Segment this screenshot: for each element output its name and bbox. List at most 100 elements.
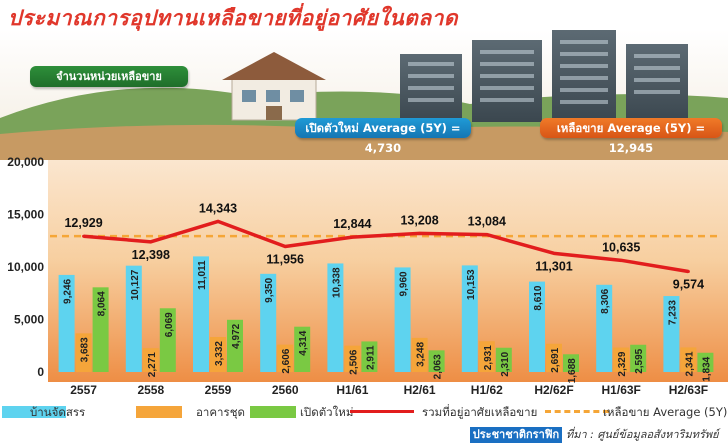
x-tick-label: 2557 xyxy=(70,383,97,397)
x-tick-label: 2558 xyxy=(137,383,164,397)
x-tick-label: H1/61 xyxy=(336,383,368,397)
bar-value-label: 2,329 xyxy=(617,351,628,376)
bar-value-label: 2,911 xyxy=(365,345,376,370)
total-value-label: 12,844 xyxy=(333,217,371,231)
total-value-label: 11,956 xyxy=(266,252,304,266)
legend-label-house: บ้านจัดสรร xyxy=(30,405,86,419)
legend-label-average: เหลือขาย Average (5Y) xyxy=(603,405,728,419)
bar-condo xyxy=(277,344,294,372)
total-point xyxy=(82,234,86,238)
x-tick-label: H1/62 xyxy=(471,383,503,397)
y-tick-label: 15,000 xyxy=(7,208,44,222)
units-label: จำนวนหน่วยเหลือขาย xyxy=(30,66,188,87)
bar-condo xyxy=(546,343,562,372)
bar-condo xyxy=(142,348,159,372)
total-point xyxy=(149,240,153,244)
bar-house xyxy=(193,256,209,372)
bar-value-label: 7,233 xyxy=(667,300,678,325)
total-point xyxy=(686,269,690,273)
total-value-label: 9,574 xyxy=(673,277,704,291)
bar-value-label: 9,350 xyxy=(264,277,275,302)
bar-value-label: 8,064 xyxy=(97,291,108,316)
legend-line-average xyxy=(545,410,609,413)
bar-house xyxy=(461,265,478,372)
bar-house xyxy=(327,263,344,372)
bar-value-label: 2,341 xyxy=(684,351,695,376)
legend-swatch-condo xyxy=(136,406,182,418)
bar-value-label: 2,271 xyxy=(147,352,158,377)
y-tick-label: 5,000 xyxy=(14,313,44,327)
legend: บ้านจัดสรร อาคารชุด เปิดตัวใหม่ รวมที่อย… xyxy=(0,404,728,420)
total-value-label: 10,635 xyxy=(602,240,640,254)
total-remaining-line-series: 12,929 12,398 14,343 11,956 12,844 13,208 13,0… xyxy=(64,201,704,291)
bar-new-launch xyxy=(159,308,176,372)
bar-condo xyxy=(411,337,428,372)
bar-new-launch xyxy=(92,287,109,372)
average-new-launch-badge: เปิดตัวใหม่ Average (5Y) = 4,730 xyxy=(295,118,471,155)
bar-value-label: 8,610 xyxy=(533,285,544,310)
publisher-brand: ประชาชาติกราฟิก xyxy=(470,427,562,443)
bar-new-launch xyxy=(495,347,512,372)
bar-value-label: 1,688 xyxy=(567,358,578,383)
x-tick-label: 2560 xyxy=(272,383,299,397)
bar-value-label: 11,011 xyxy=(197,260,208,290)
bar-condo xyxy=(344,345,361,372)
average-remaining-badge: เหลือขาย Average (5Y) = 12,945 xyxy=(540,118,722,155)
total-value-label: 14,343 xyxy=(199,201,237,215)
bar-value-label: 8,306 xyxy=(600,288,611,313)
bar-value-label: 9,246 xyxy=(63,278,74,303)
bar-condo xyxy=(75,333,92,372)
bar-new-launch xyxy=(563,354,579,372)
bar-value-label: 10,127 xyxy=(130,269,141,300)
legend-label-condo: อาคารชุด xyxy=(196,405,245,419)
bar-value-label: 3,248 xyxy=(416,341,427,366)
bar-value-label: 10,338 xyxy=(331,267,342,298)
bar-value-label: 10,153 xyxy=(466,269,477,300)
x-tick-label: 2559 xyxy=(205,383,232,397)
total-value-label: 11,301 xyxy=(535,259,573,273)
legend-label-new-launch: เปิดตัวใหม่ xyxy=(300,405,354,419)
bar-value-label: 9,960 xyxy=(399,271,410,296)
bar-value-label: 2,063 xyxy=(433,354,444,379)
total-point xyxy=(619,258,623,262)
bar-value-label: 2,606 xyxy=(281,348,292,373)
bar-value-label: 3,683 xyxy=(80,337,91,362)
legend-swatch-new-launch xyxy=(250,406,296,418)
total-point xyxy=(485,233,489,237)
y-axis: 0 5,000 10,000 15,000 20,000 xyxy=(7,155,44,379)
total-value-label: 12,929 xyxy=(64,216,102,230)
total-point xyxy=(283,244,287,248)
bar-house xyxy=(260,273,277,372)
bar-value-label: 6,069 xyxy=(164,312,175,337)
bar-value-label: 2,506 xyxy=(348,349,359,374)
condo-buildings-illustration xyxy=(400,30,688,122)
bar-value-label: 2,595 xyxy=(634,348,645,373)
total-point xyxy=(552,251,556,255)
bar-new-launch xyxy=(294,326,311,372)
bar-value-label: 1,834 xyxy=(701,356,712,381)
bar-condo xyxy=(210,337,226,372)
chart-title: ประมาณการอุปทานเหลือขายที่อยู่อาศัยในตลา… xyxy=(8,6,459,30)
bar-value-label: 3,332 xyxy=(214,341,225,366)
bar-house xyxy=(394,267,411,372)
x-tick-label: H1/63F xyxy=(602,383,641,397)
legend-label-total: รวมที่อยู่อาศัยเหลือขาย xyxy=(422,405,538,419)
y-tick-label: 20,000 xyxy=(7,155,44,169)
bar-house xyxy=(663,296,680,372)
house-illustration xyxy=(222,52,326,121)
total-line xyxy=(83,219,689,274)
bar-condo xyxy=(680,347,697,372)
legend-swatch-house xyxy=(2,406,66,418)
y-tick-label: 0 xyxy=(37,365,44,379)
bar-value-label: 2,691 xyxy=(550,347,561,372)
total-point xyxy=(216,219,220,223)
bar-value-label: 2,310 xyxy=(500,351,511,376)
bar-value-label: 4,314 xyxy=(298,330,309,355)
total-point xyxy=(418,231,422,235)
bar-value-label: 2,931 xyxy=(483,345,494,370)
bar-condo xyxy=(613,347,630,372)
data-source: ที่มา : ศูนย์ข้อมูลอสังหาริมทรัพย์ xyxy=(566,428,719,441)
total-value-label: 13,208 xyxy=(400,213,438,227)
